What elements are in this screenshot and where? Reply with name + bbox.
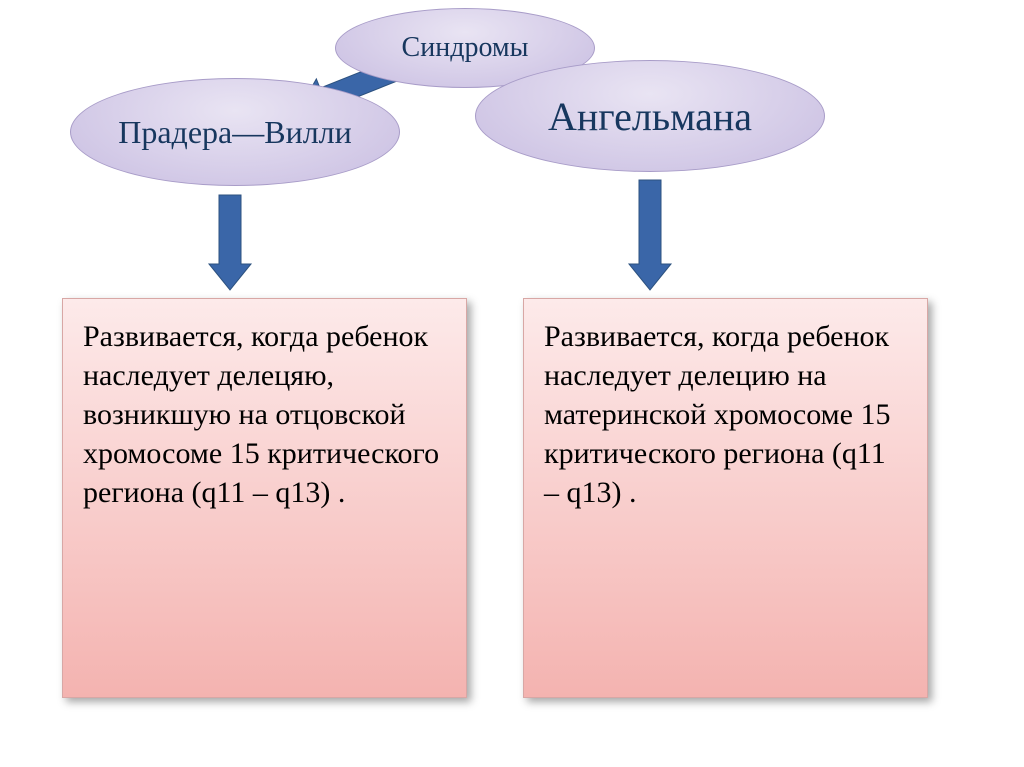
prader-willi-description-text: Развивается, когда ребенок наследует дел… <box>83 320 439 509</box>
angelman-description-text: Развивается, когда ребенок наследует дел… <box>544 320 890 509</box>
root-syndromes-label: Синдромы <box>402 32 529 64</box>
arrow <box>629 180 671 290</box>
angelman-ellipse: Ангельмана <box>475 60 825 172</box>
prader-willi-description-box: Развивается, когда ребенок наследует дел… <box>62 298 467 698</box>
prader-willi-ellipse: Прадера—Вилли <box>70 78 400 186</box>
angelman-label: Ангельмана <box>548 93 752 140</box>
prader-willi-label: Прадера—Вилли <box>118 114 352 151</box>
arrow <box>209 195 251 290</box>
angelman-description-box: Развивается, когда ребенок наследует дел… <box>523 298 928 698</box>
